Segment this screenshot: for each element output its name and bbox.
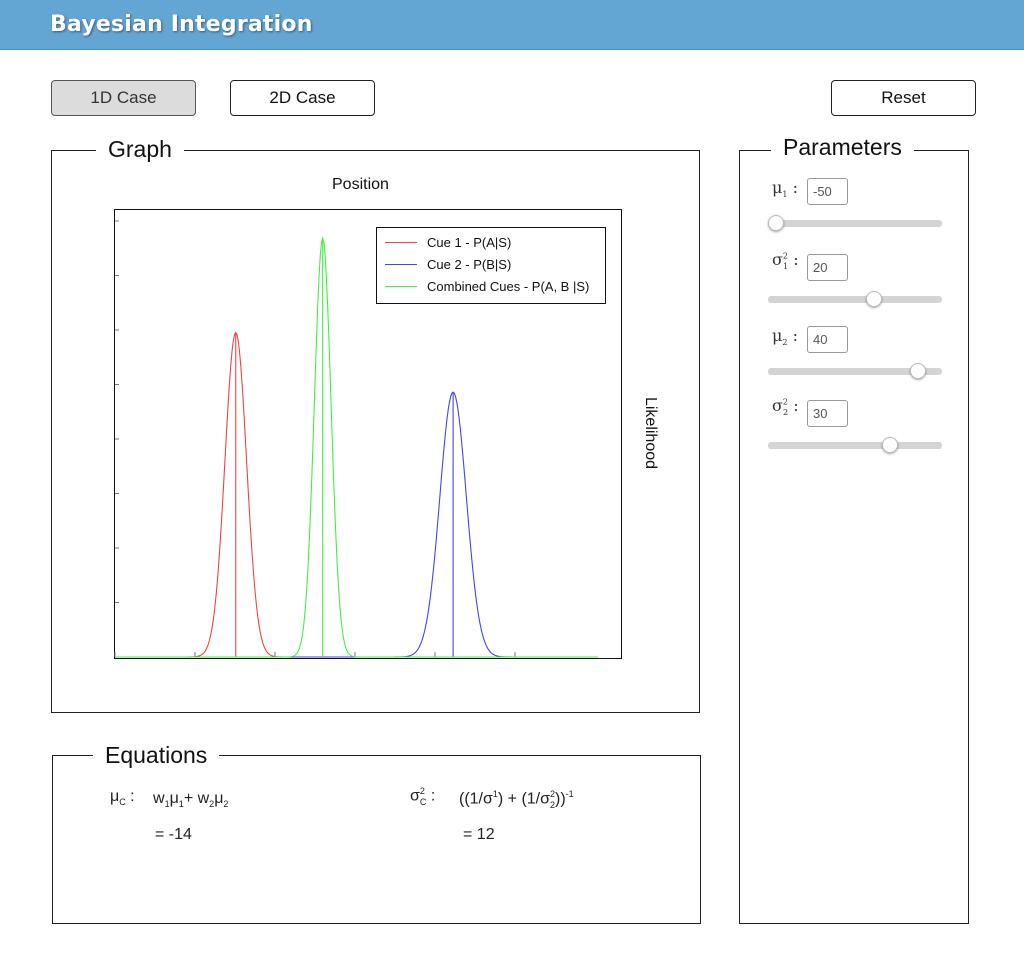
legend-swatch-combined — [385, 285, 417, 287]
legend-entry-cue2: Cue 2 - P(B|S) — [385, 256, 511, 272]
curve-series-3 — [115, 236, 598, 658]
legend-label-combined: Combined Cues - P(A, B |S) — [427, 278, 590, 294]
app-title: Bayesian Integration — [50, 12, 313, 37]
legend-label-cue2: Cue 2 - P(B|S) — [427, 256, 512, 272]
sigma2-slider-thumb[interactable] — [881, 437, 898, 453]
sigma2-slider[interactable] — [768, 437, 942, 453]
legend-swatch-cue1 — [385, 241, 417, 243]
chart-legend: Cue 1 - P(A|S) Cue 2 - P(B|S) Combined C… — [376, 227, 606, 304]
sigma1-label: σ21 : — [772, 250, 799, 272]
reset-button[interactable]: Reset — [831, 80, 976, 116]
mu1-slider-thumb[interactable] — [768, 215, 784, 231]
equations-panel-title: Equations — [93, 742, 220, 769]
mu1-label: μ1 : — [772, 178, 798, 200]
mu-c-symbol: μC : — [110, 788, 135, 808]
mu2-slider-thumb[interactable] — [910, 363, 927, 379]
sigma2-input[interactable] — [807, 400, 848, 427]
sigma-c-formula: ((1/σ1) + (1/σ22))-1 — [459, 789, 574, 810]
mu-c-result: = -14 — [155, 826, 192, 843]
parameters-panel — [739, 150, 969, 924]
sigma-c-symbol: σ2C : — [410, 786, 436, 807]
mu1-slider[interactable] — [768, 215, 942, 231]
mu2-slider[interactable] — [768, 363, 942, 379]
tab-1d-case[interactable]: 1D Case — [51, 80, 196, 116]
mu1-input[interactable] — [807, 178, 848, 205]
equations-panel — [52, 755, 701, 924]
sigma1-slider-thumb[interactable] — [865, 291, 882, 307]
y-axis-label: Likelihood — [642, 396, 660, 470]
title-bar: Bayesian Integration — [0, 0, 1024, 50]
legend-entry-combined: Combined Cues - P(A, B |S) — [385, 278, 589, 294]
x-axis-label: Position — [332, 176, 389, 193]
legend-swatch-cue2 — [385, 263, 417, 265]
mu2-label: μ2 : — [772, 326, 798, 348]
legend-label-cue1: Cue 1 - P(A|S) — [427, 234, 512, 250]
mu-c-formula: w1μ1+ w2μ2 — [153, 790, 229, 810]
sigma-c-result: = 12 — [463, 826, 495, 843]
legend-entry-cue1: Cue 1 - P(A|S) — [385, 234, 511, 250]
sigma1-input[interactable] — [807, 254, 848, 281]
graph-panel-title: Graph — [96, 136, 184, 163]
mu2-input[interactable] — [807, 326, 848, 353]
sigma2-label: σ22 : — [772, 396, 799, 418]
parameters-panel-title: Parameters — [771, 134, 914, 161]
sigma1-slider[interactable] — [768, 291, 942, 307]
tab-2d-case[interactable]: 2D Case — [230, 80, 375, 116]
